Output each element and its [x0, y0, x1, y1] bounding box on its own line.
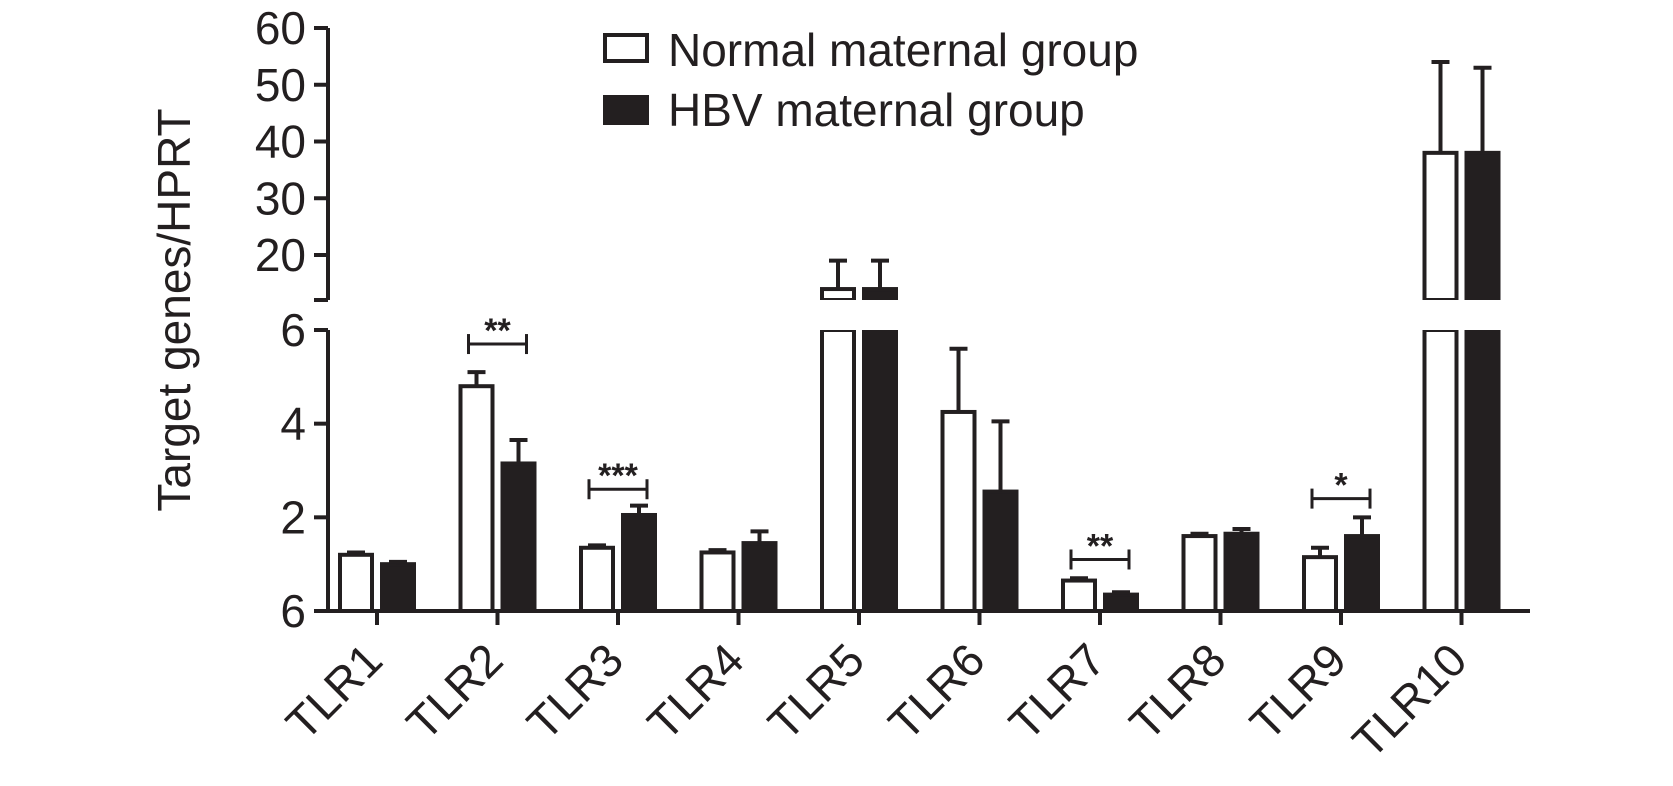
x-tick-label: TLR4 — [637, 633, 753, 749]
legend: Normal maternal group HBV maternal group — [603, 24, 1138, 136]
x-tick-label: TLR9 — [1240, 633, 1356, 749]
bar-break-gap — [1462, 300, 1503, 330]
x-tick-label: TLR5 — [758, 633, 874, 749]
bar-upper — [862, 287, 898, 302]
bar — [1181, 534, 1218, 613]
sig-label: ** — [484, 312, 511, 350]
bar-break-gap — [860, 300, 900, 330]
bar-upper — [1422, 150, 1459, 302]
legend-swatch-hbv — [603, 95, 649, 125]
bar — [1344, 534, 1380, 613]
bar — [862, 328, 898, 613]
x-tick-label: TLR8 — [1119, 633, 1235, 749]
bar — [380, 562, 416, 614]
y-tick-label: 40 — [255, 116, 306, 168]
x-tick-label: TLR6 — [878, 633, 994, 749]
bar — [1422, 328, 1459, 613]
bar — [1061, 578, 1097, 614]
bar — [1302, 555, 1338, 613]
y-tick-label: 30 — [255, 172, 306, 224]
bar-upper — [820, 287, 856, 302]
y-tick-label: 50 — [255, 59, 306, 111]
y-tick-label: 20 — [255, 229, 306, 281]
legend-label-hbv: HBV maternal group — [668, 84, 1085, 136]
bar — [940, 409, 977, 614]
y-axis-label: Target genes/HPRT — [148, 108, 200, 511]
legend-swatch-normal — [603, 33, 649, 63]
bar — [1223, 531, 1260, 613]
y-tick-label: 2 — [280, 491, 306, 543]
x-tick-label: TLR7 — [999, 633, 1115, 749]
bar — [458, 384, 495, 614]
x-tick-label: TLR2 — [396, 633, 512, 749]
sig-label: * — [1334, 467, 1348, 505]
x-tick-label: TLR3 — [517, 633, 633, 749]
bar-upper — [1464, 150, 1501, 302]
bar-break-gap — [1420, 300, 1461, 330]
bar — [338, 552, 374, 613]
bar — [820, 328, 856, 613]
bar — [579, 545, 615, 614]
bar — [741, 541, 778, 614]
x-tick-label: TLR10 — [1342, 633, 1476, 767]
bar-break-gap — [818, 300, 858, 330]
bars — [338, 60, 1503, 614]
y-tick-label: 60 — [255, 2, 306, 54]
bar — [500, 461, 537, 613]
bar — [1103, 592, 1139, 614]
legend-label-normal: Normal maternal group — [668, 24, 1138, 76]
y-tick-label: 6 — [280, 304, 306, 356]
y-tick-label: 6 — [280, 585, 306, 637]
sig-label: ** — [1087, 527, 1114, 565]
y-tick-label: 4 — [280, 398, 306, 450]
bar — [621, 512, 657, 613]
sig-label: *** — [598, 457, 638, 495]
bar — [1464, 328, 1501, 613]
x-tick-label: TLR1 — [276, 633, 392, 749]
bar — [982, 489, 1019, 614]
bar — [699, 550, 736, 613]
significance-markers: ******** — [467, 312, 1372, 570]
